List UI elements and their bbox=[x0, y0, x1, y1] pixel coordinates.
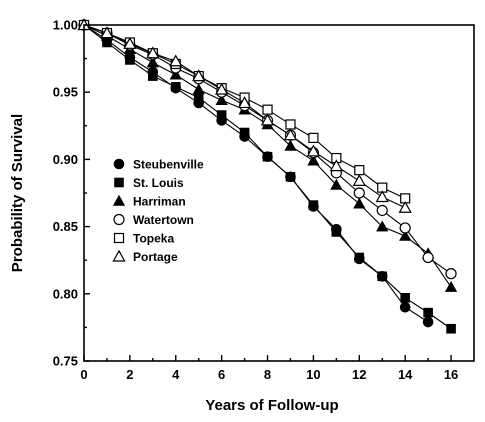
x-axis-title: Years of Follow-up bbox=[205, 397, 338, 414]
series-st-louis bbox=[79, 20, 456, 334]
data-point-st-louis bbox=[170, 82, 181, 92]
y-tick-label: 0.90 bbox=[53, 152, 78, 167]
data-point-watertown bbox=[376, 204, 388, 217]
data-point-portage bbox=[306, 144, 321, 157]
legend-marker-steubenville bbox=[113, 158, 125, 170]
legend-marker-harriman bbox=[112, 194, 126, 206]
data-point-portage bbox=[146, 46, 160, 59]
data-point-portage bbox=[352, 174, 366, 186]
data-point-st-louis bbox=[125, 55, 135, 65]
series-portage bbox=[77, 18, 412, 213]
data-point-st-louis bbox=[400, 293, 410, 303]
legend-label-watertown: Watertown bbox=[133, 213, 194, 227]
x-tick-label: 2 bbox=[126, 367, 133, 382]
data-point-harriman bbox=[192, 83, 205, 95]
data-point-st-louis bbox=[262, 151, 273, 162]
y-tick-label: 1.00 bbox=[53, 18, 78, 33]
data-point-portage bbox=[215, 82, 229, 95]
data-point-harriman bbox=[444, 280, 458, 292]
data-point-portage bbox=[283, 128, 298, 141]
legend-label-topeka: Topeka bbox=[133, 232, 174, 246]
y-axis-title: Probability of Survival bbox=[9, 114, 26, 272]
data-point-steubenville bbox=[422, 316, 434, 328]
data-point-watertown bbox=[422, 251, 434, 264]
data-point-watertown bbox=[399, 222, 411, 234]
y-tick-label: 0.80 bbox=[53, 286, 78, 301]
data-point-portage bbox=[192, 69, 206, 82]
data-point-portage bbox=[169, 54, 183, 67]
data-point-st-louis bbox=[148, 71, 158, 81]
legend-label-harriman: Harriman bbox=[133, 195, 186, 209]
data-point-harriman bbox=[169, 68, 182, 80]
data-point-st-louis bbox=[331, 227, 342, 237]
axes-layer: 0 2 4 6 8 10 12 14 16 0.75 0.80 0.85 0.90 0.95 1.00 bbox=[53, 18, 475, 382]
data-point-watertown bbox=[353, 187, 365, 199]
legend-marker-watertown bbox=[113, 213, 125, 226]
data-point-portage bbox=[123, 36, 137, 49]
x-tick-label: 10 bbox=[306, 367, 320, 382]
y-tick-label: 0.75 bbox=[53, 354, 78, 369]
data-point-harriman bbox=[215, 94, 228, 106]
legend-label-steubenville: Steubenville bbox=[133, 158, 204, 172]
data-point-st-louis bbox=[285, 172, 296, 182]
data-point-harriman bbox=[353, 197, 366, 209]
plot-frame bbox=[83, 24, 475, 362]
data-point-watertown bbox=[445, 268, 457, 280]
legend-marker-topeka bbox=[113, 232, 125, 244]
legend-layer: Steubenville St. Louis Harriman Watertown To… bbox=[112, 158, 204, 264]
data-point-portage bbox=[398, 200, 412, 213]
data-point-portage bbox=[375, 190, 389, 203]
data-point-harriman bbox=[330, 178, 343, 190]
data-point-portage bbox=[237, 96, 252, 109]
data-point-harriman bbox=[146, 56, 159, 68]
data-point-st-louis bbox=[446, 323, 456, 334]
data-point-steubenville bbox=[399, 301, 411, 313]
x-tick-label: 4 bbox=[172, 367, 180, 382]
data-point-harriman bbox=[284, 139, 297, 151]
data-point-st-louis bbox=[377, 271, 388, 282]
data-point-st-louis bbox=[354, 252, 365, 263]
data-point-st-louis bbox=[308, 200, 319, 210]
x-tick-label: 8 bbox=[264, 367, 271, 382]
y-tick-label: 0.95 bbox=[53, 85, 78, 100]
data-point-topeka bbox=[285, 119, 296, 130]
data-point-st-louis bbox=[239, 127, 250, 138]
data-point-topeka bbox=[262, 104, 273, 115]
series-line-steubenville bbox=[83, 24, 429, 323]
x-tick-label: 0 bbox=[80, 367, 87, 382]
data-point-harriman bbox=[399, 229, 412, 241]
x-tick-label: 14 bbox=[398, 367, 413, 382]
x-tick-label: 6 bbox=[218, 367, 225, 382]
data-point-portage bbox=[100, 26, 114, 39]
x-tick-label: 16 bbox=[444, 367, 458, 382]
data-point-st-louis bbox=[216, 110, 227, 120]
x-tick-label: 12 bbox=[352, 367, 366, 382]
legend-label-portage: Portage bbox=[133, 250, 178, 264]
y-tick-label: 0.85 bbox=[53, 219, 78, 234]
data-point-st-louis bbox=[423, 307, 433, 318]
data-point-portage bbox=[260, 113, 275, 126]
legend-marker-st-louis bbox=[114, 177, 124, 188]
data-point-topeka bbox=[354, 165, 365, 176]
data-point-harriman bbox=[376, 220, 389, 232]
data-point-topeka bbox=[308, 132, 319, 143]
legend-label-st-louis: St. Louis bbox=[133, 176, 184, 190]
legend-marker-portage bbox=[112, 249, 126, 262]
series-layer bbox=[77, 18, 458, 334]
data-point-st-louis bbox=[193, 92, 204, 103]
data-point-portage bbox=[329, 159, 343, 172]
data-point-harriman bbox=[307, 154, 320, 166]
